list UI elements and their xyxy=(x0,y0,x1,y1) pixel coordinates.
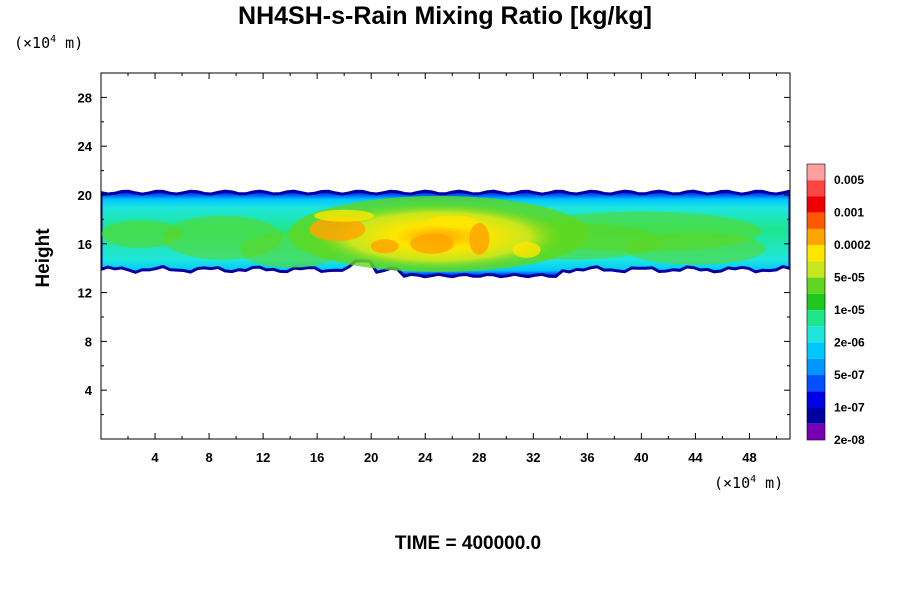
colorbar-swatch xyxy=(807,180,825,197)
x-tick-label: 28 xyxy=(472,450,486,465)
colorbar-label: 5e-05 xyxy=(834,271,865,285)
colorbar-swatch xyxy=(807,375,825,392)
yellow-patch xyxy=(512,241,541,258)
colorbar-label: 0.005 xyxy=(834,173,864,187)
yellow-patch xyxy=(426,215,479,228)
colorbar-label: 1e-07 xyxy=(834,401,865,415)
x-tick-label: 32 xyxy=(526,450,540,465)
y-axis-label: Height xyxy=(33,228,54,288)
orange-patch xyxy=(469,222,490,255)
colorbar-swatch xyxy=(807,212,825,229)
colorbar-swatch xyxy=(807,407,825,424)
y-tick-label: 24 xyxy=(78,139,93,154)
colorbar-label: 5e-07 xyxy=(834,368,865,382)
y-tick-label: 8 xyxy=(85,334,92,349)
x-tick-label: 4 xyxy=(151,450,159,465)
x-tick-label: 20 xyxy=(364,450,378,465)
colorbar-label: 2e-06 xyxy=(834,336,865,350)
colorbar-swatch xyxy=(807,277,825,294)
y-tick-label: 20 xyxy=(78,188,92,203)
colorbar: 0.005 0.001 0.0002 5e-05 1e-05 2e-06 5e-07 1e-0… xyxy=(806,163,871,447)
svg-text:(×104 m): (×104 m) xyxy=(714,474,783,492)
colorbar-label: 0.0002 xyxy=(834,238,871,252)
colorbar-swatch xyxy=(807,358,825,376)
x-tick-label: 12 xyxy=(256,450,270,465)
chart-title: NH4SH-s-Rain Mixing Ratio [kg/kg] xyxy=(238,2,652,30)
colorbar-swatch xyxy=(807,164,825,181)
y-tick-label: 28 xyxy=(78,90,92,105)
data-field xyxy=(101,189,790,279)
x-tick-label: 48 xyxy=(742,450,756,465)
time-label: TIME = 400000.0 xyxy=(395,533,541,554)
orange-patch xyxy=(409,233,454,254)
colorbar-frame xyxy=(806,163,826,441)
colorbar-swatch xyxy=(807,342,825,359)
x-tick-label: 8 xyxy=(205,450,212,465)
colorbar-swatch xyxy=(807,228,825,246)
colorbar-swatch xyxy=(807,261,825,278)
colorbar-swatch xyxy=(807,293,825,311)
x-tick-label: 16 xyxy=(310,450,324,465)
colorbar-label: 0.001 xyxy=(834,206,864,220)
colorbar-swatch xyxy=(807,391,825,408)
y-tick-label: 4 xyxy=(85,383,93,398)
svg-text:(×104 m): (×104 m) xyxy=(14,34,83,52)
orange-patch xyxy=(370,239,399,254)
colorbar-swatch xyxy=(807,423,825,440)
x-tick-label: 24 xyxy=(418,450,433,465)
colorbar-label: 1e-05 xyxy=(834,303,865,317)
rain-layer-edge xyxy=(101,189,790,279)
green-patch xyxy=(101,220,182,249)
y-axis: 4 8 12 16 20 24 28 xyxy=(78,90,790,416)
y-unit-label: (×104 m) xyxy=(14,34,83,52)
x-axis: 4 8 12 16 20 24 28 32 36 40 44 48 xyxy=(127,73,777,465)
x-tick-label: 40 xyxy=(634,450,648,465)
colorbar-swatch xyxy=(807,245,825,262)
colorbar-label: 2e-08 xyxy=(834,433,865,447)
x-tick-label: 36 xyxy=(580,450,594,465)
yellow-patch xyxy=(314,209,375,222)
y-tick-label: 16 xyxy=(78,237,92,252)
colorbar-swatch xyxy=(807,326,825,343)
y-tick-label: 12 xyxy=(78,286,92,301)
colorbar-swatch xyxy=(807,196,825,213)
x-tick-label: 44 xyxy=(688,450,703,465)
colorbar-swatch xyxy=(807,310,825,327)
x-unit-label: (×104 m) xyxy=(714,474,783,492)
orange-patch xyxy=(309,217,366,242)
